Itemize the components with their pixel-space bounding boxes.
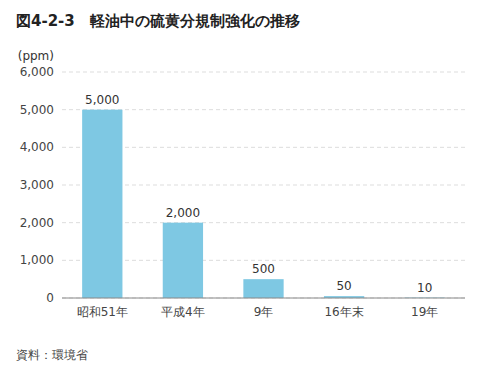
x-tick-label: 19年 [411,305,438,319]
y-tick-label: 3,000 [20,178,54,192]
x-tick-label: 16年末 [324,305,363,319]
data-label: 500 [252,262,275,276]
x-axis-line [62,298,465,299]
y-tick-label: 1,000 [20,253,54,267]
y-tick-label: 4,000 [20,140,54,154]
grid-line [62,298,465,299]
y-tick-label: 6,000 [20,65,54,79]
bar [243,279,283,298]
bar [163,223,203,298]
bars [82,110,445,298]
x-tick-label: 昭和51年 [77,305,128,319]
chart-svg: 図4-2-3 軽油中の硫黄分規制強化の推移 (ppm) 0 1,000 2,000 3,0… [0,0,480,371]
title: 図4-2-3 軽油中の硫黄分規制強化の推移 [16,12,300,30]
x-tick-label: 平成4年 [161,305,205,319]
y-tick-label: 2,000 [20,216,54,230]
chart-container: 図4-2-3 軽油中の硫黄分規制強化の推移 (ppm) 0 1,000 2,000 3,0… [0,0,480,371]
bar [82,110,122,298]
y-axis-label: (ppm) [18,49,54,63]
y-tick-label: 5,000 [20,103,54,117]
data-label: 10 [417,281,432,295]
data-label: 2,000 [166,206,200,220]
x-tick-label: 9年 [254,305,274,319]
data-label: 5,000 [85,93,119,107]
y-tick-label: 0 [46,291,54,305]
grid-line [62,72,465,73]
annotation: 資料：環境省 [16,348,88,362]
data-label: 50 [336,279,351,293]
